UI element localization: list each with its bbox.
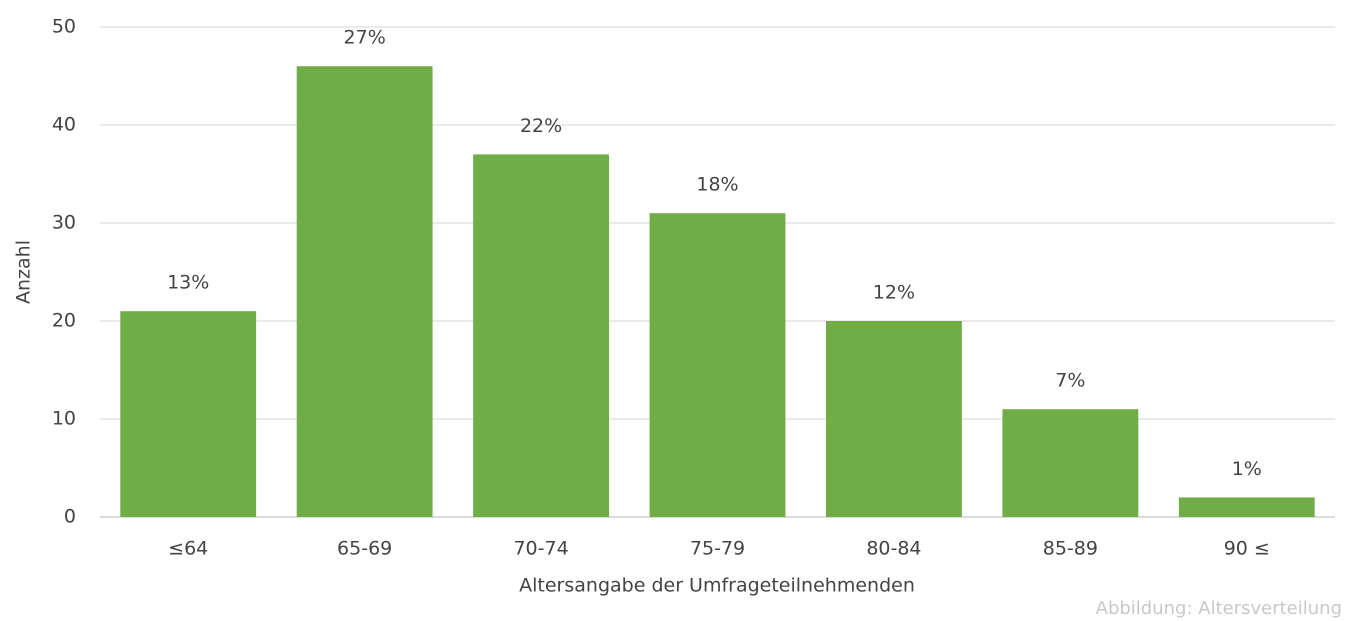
x-tick-label: 65-69	[337, 538, 392, 560]
y-tick-label: 50	[52, 16, 76, 38]
y-tick-label: 40	[52, 114, 76, 136]
bar	[1178, 497, 1315, 517]
data-label: 13%	[167, 272, 209, 294]
bar	[473, 154, 609, 517]
caption: Abbildung: Altersverteilung	[1096, 598, 1342, 619]
y-tick-label: 20	[52, 310, 76, 332]
data-label: 27%	[344, 27, 386, 49]
data-label: 1%	[1232, 458, 1262, 480]
x-axis-title: Altersangabe der Umfrageteilnehmenden	[519, 575, 915, 597]
data-label: 18%	[696, 174, 738, 196]
bar	[1002, 409, 1139, 517]
data-label: 7%	[1055, 370, 1085, 392]
y-tick-label: 30	[52, 212, 76, 234]
x-tick-label: ≤64	[168, 538, 208, 560]
x-tick-label: 90 ≤	[1224, 538, 1270, 560]
data-label: 12%	[873, 282, 915, 304]
data-label: 22%	[520, 115, 562, 137]
bar	[120, 311, 257, 517]
y-tick-label: 0	[64, 506, 76, 528]
y-axis-title: Anzahl	[13, 240, 35, 304]
x-tick-label: 70-74	[513, 538, 568, 560]
x-tick-label: 75-79	[690, 538, 745, 560]
x-tick-label: 80-84	[866, 538, 921, 560]
x-tick-label: 85-89	[1043, 538, 1098, 560]
y-tick-label: 10	[52, 408, 76, 430]
bar	[649, 213, 786, 517]
bar	[826, 321, 962, 517]
bar	[296, 66, 433, 517]
